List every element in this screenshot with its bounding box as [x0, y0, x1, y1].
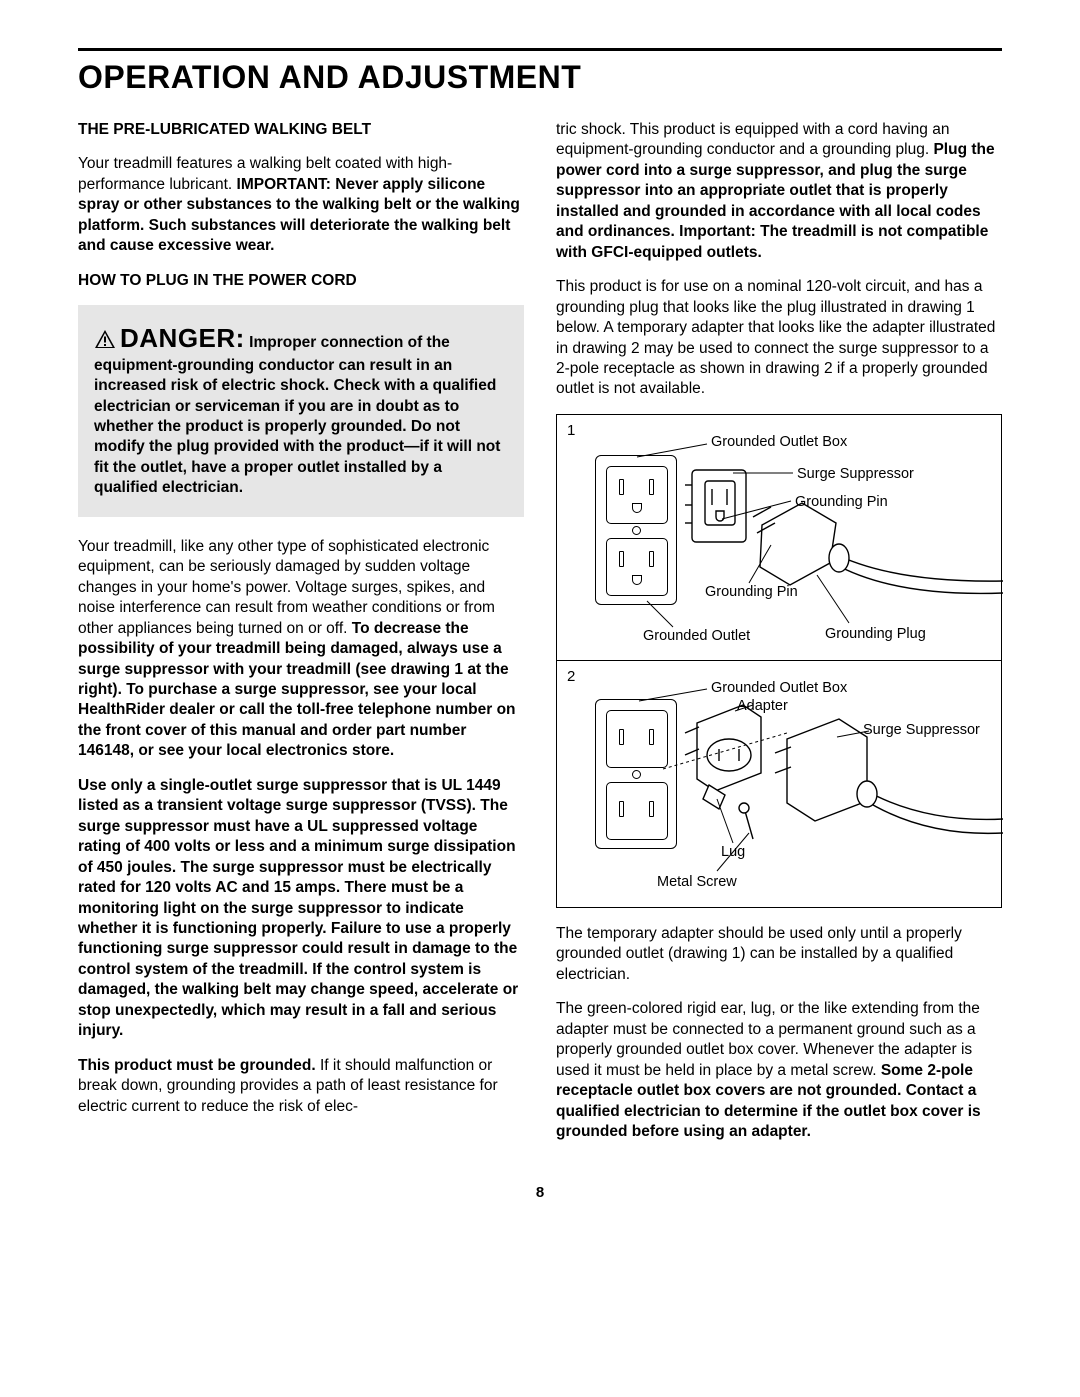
warning-icon — [94, 329, 116, 355]
d1-label-goutlet: Grounded Outlet — [643, 627, 750, 646]
d2-label-adapter: Adapter — [737, 697, 788, 716]
danger-word: DANGER: — [120, 323, 245, 353]
para-r4: The green-colored rigid ear, lug, or the… — [556, 999, 1002, 1142]
danger-body: Improper connection of the equipment-gro… — [94, 334, 500, 496]
d1-label-gpin-b: Grounding Pin — [705, 583, 798, 602]
para-r1: tric shock. This product is equipped wit… — [556, 120, 1002, 263]
surge-bold: To decrease the possibility of your trea… — [78, 620, 516, 760]
page-number: 8 — [78, 1184, 1002, 1201]
para-r3: The temporary adapter should be used onl… — [556, 924, 1002, 985]
para-ground: This product must be grounded. If it sho… — [78, 1056, 524, 1117]
right-column: tric shock. This product is equipped wit… — [556, 120, 1002, 1156]
diagram-2: 2 — [557, 661, 1001, 907]
d1-label-gpin-a: Grounding Pin — [795, 493, 888, 512]
subhead-plug: HOW TO PLUG IN THE POWER CORD — [78, 271, 524, 291]
top-rule — [78, 48, 1002, 51]
d2-label-surge: Surge Suppressor — [863, 721, 980, 740]
r1a: tric shock. This product is equipped wit… — [556, 121, 949, 158]
page-title: OPERATION AND ADJUSTMENT — [78, 59, 1002, 96]
r1b: Plug the power cord into a surge suppres… — [556, 141, 995, 260]
d2-label-screw: Metal Screw — [657, 873, 737, 892]
para-specs: Use only a single-outlet surge suppresso… — [78, 776, 524, 1042]
d2-label-lug: Lug — [721, 843, 745, 862]
danger-box: DANGER: Improper connection of the equip… — [78, 305, 524, 517]
left-column: THE PRE-LUBRICATED WALKING BELT Your tre… — [78, 120, 524, 1156]
two-column-layout: THE PRE-LUBRICATED WALKING BELT Your tre… — [78, 120, 1002, 1156]
para-belt: Your treadmill features a walking belt c… — [78, 154, 524, 256]
d1-label-outletbox: Grounded Outlet Box — [711, 433, 847, 452]
subhead-belt: THE PRE-LUBRICATED WALKING BELT — [78, 120, 524, 140]
para-r2: This product is for use on a nominal 120… — [556, 277, 1002, 400]
d2-label-outletbox: Grounded Outlet Box — [711, 679, 847, 698]
diagram-1: 1 — [557, 415, 1001, 661]
para-surge: Your treadmill, like any other type of s… — [78, 537, 524, 762]
d1-label-surge: Surge Suppressor — [797, 465, 914, 484]
ground-bold: This product must be grounded. — [78, 1057, 316, 1074]
d1-label-gplug: Grounding Plug — [825, 625, 926, 644]
diagrams-container: 1 — [556, 414, 1002, 908]
